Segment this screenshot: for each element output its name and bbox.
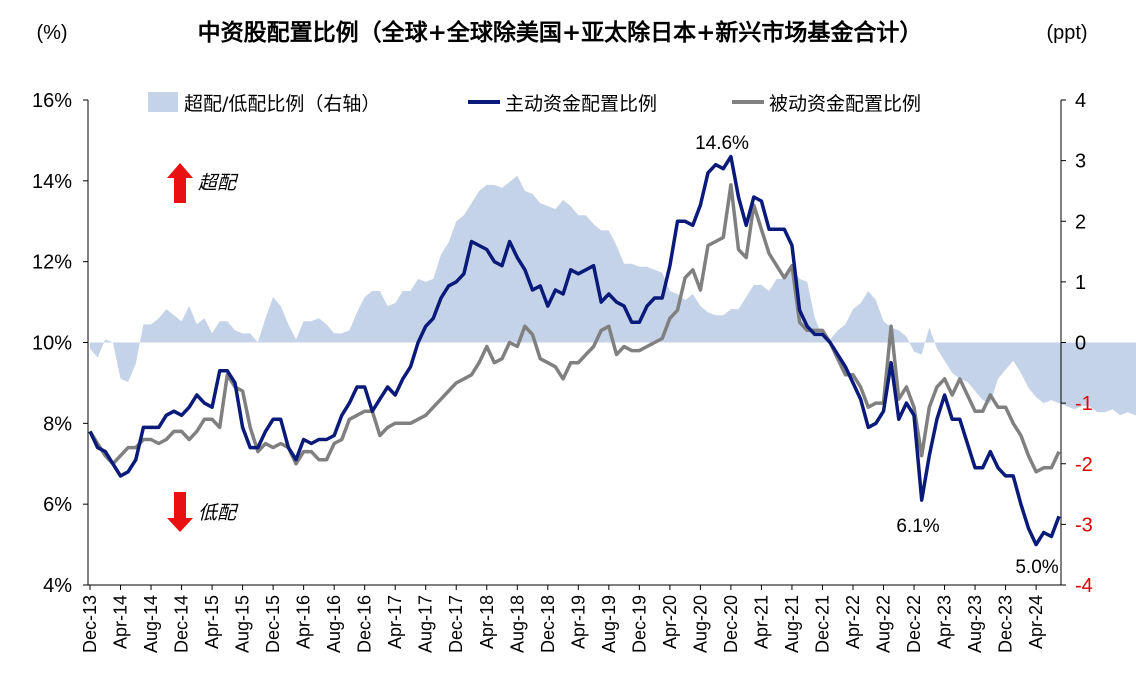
y-left-tick-label: 4%	[43, 575, 72, 597]
up-arrow-icon	[167, 163, 193, 203]
x-tick-label: Aug-23	[965, 595, 985, 653]
x-tick-label: Aug-19	[599, 595, 619, 653]
y-left-tick-label: 14%	[32, 171, 72, 193]
overweight-label: 超配	[198, 172, 239, 194]
x-tick-label: Dec-14	[172, 595, 192, 653]
x-tick-label: Apr-17	[385, 595, 405, 649]
x-tick-label: Dec-23	[996, 595, 1016, 653]
x-tick-label: Apr-22	[843, 595, 863, 649]
x-tick-label: Dec-16	[355, 595, 375, 653]
legend-label-area: 超配/低配比例（右轴）	[184, 93, 380, 115]
x-tick-label: Dec-21	[812, 595, 832, 653]
x-tick-label: Aug-16	[324, 595, 344, 653]
annotation-peak: 14.6%	[695, 133, 749, 154]
x-tick-label: Apr-20	[660, 595, 680, 649]
y-right-tick-label: -2	[1075, 454, 1093, 476]
y-left-tick-label: 16%	[32, 90, 72, 112]
x-tick-label: Aug-21	[782, 595, 802, 653]
x-tick-label: Apr-21	[751, 595, 771, 649]
series-area-overweight-underweight	[90, 175, 1136, 416]
overweight-marker: 超配	[167, 163, 239, 203]
chart-title: 中资股配置比例（全球+全球除美国+亚太除日本+新兴市场基金合计）	[198, 19, 923, 46]
annotation-low-2022: 6.1%	[896, 516, 939, 537]
y-left-tick-label: 12%	[32, 252, 72, 274]
x-tick-label: Dec-18	[538, 595, 558, 653]
underweight-label: 低配	[198, 502, 239, 524]
x-tick-label: Aug-14	[141, 595, 161, 653]
x-tick-label: Aug-17	[416, 595, 436, 653]
x-tick-label: Dec-17	[446, 595, 466, 653]
x-tick-label: Apr-18	[477, 595, 497, 649]
x-tick-label: Dec-22	[904, 595, 924, 653]
annotation-latest: 5.0%	[1015, 557, 1058, 578]
x-tick-label: Dec-15	[263, 595, 283, 653]
x-tick-label: Dec-13	[80, 595, 100, 653]
x-tick-label: Aug-20	[690, 595, 710, 653]
y-right-tick-label: 4	[1075, 90, 1086, 112]
x-tick-label: Apr-24	[1026, 595, 1046, 649]
right-axis-unit: (ppt)	[1046, 22, 1087, 44]
x-tick-label: Dec-19	[629, 595, 649, 653]
y-right-tick-label: -1	[1075, 393, 1093, 415]
x-tick-label: Aug-18	[507, 595, 527, 653]
legend: 超配/低配比例（右轴） 主动资金配置比例 被动资金配置比例	[148, 92, 921, 115]
x-tick-label: Apr-15	[202, 595, 222, 649]
y-left-tick-label: 8%	[43, 413, 72, 435]
y-right-tick-label: 3	[1075, 151, 1086, 173]
legend-label-active: 主动资金配置比例	[505, 93, 657, 115]
legend-label-passive: 被动资金配置比例	[769, 93, 921, 115]
series-line-passive	[88, 183, 1061, 474]
y-right-tick-label: 2	[1075, 211, 1086, 233]
x-tick-label: Apr-16	[294, 595, 314, 649]
y-right-tick-label: -4	[1075, 575, 1093, 597]
x-tick-label: Apr-23	[935, 595, 955, 649]
down-arrow-icon	[167, 492, 193, 532]
y-left-tick-label: 10%	[32, 333, 72, 355]
x-tick-label: Aug-15	[233, 595, 253, 653]
series-line-active	[88, 154, 1061, 547]
y-right-tick-label: -3	[1075, 514, 1093, 536]
legend-swatch-area	[148, 92, 178, 112]
x-tick-label: Dec-20	[721, 595, 741, 653]
x-tick-label: Apr-19	[568, 595, 588, 649]
left-axis-unit: (%)	[36, 22, 67, 44]
y-right-tick-label: 1	[1075, 272, 1086, 294]
underweight-marker: 低配	[167, 492, 239, 532]
y-right-tick-label: 0	[1075, 333, 1086, 355]
x-tick-label: Apr-14	[111, 595, 131, 649]
x-tick-label: Aug-22	[874, 595, 894, 653]
y-left-tick-label: 6%	[43, 494, 72, 516]
